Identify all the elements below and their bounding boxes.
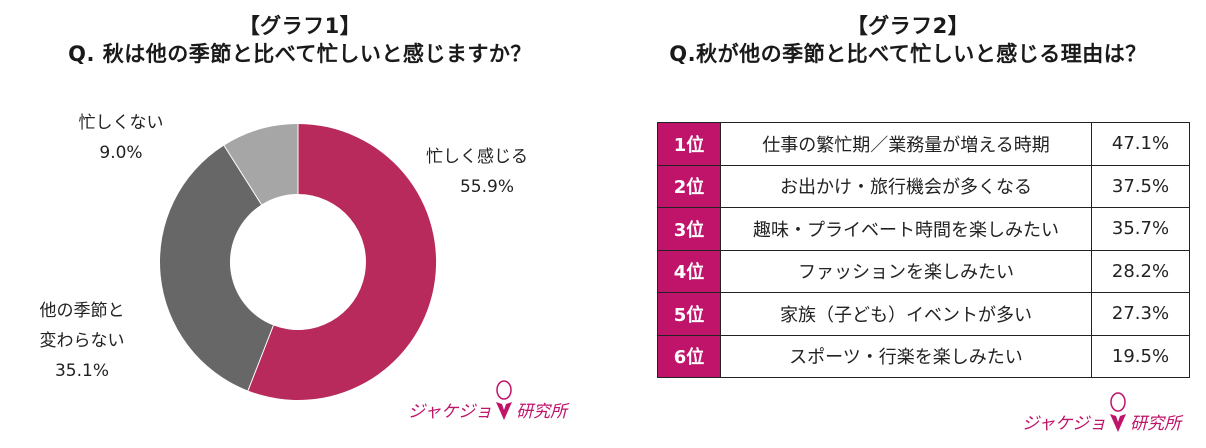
graph1-title: 【グラフ1】 Q. 秋は他の季節と比べて忙しいと感じますか？: [0, 12, 600, 68]
brand-logo-2: ジャケジョ 研究所: [1022, 392, 1181, 434]
rank-cell: 3位: [657, 207, 721, 251]
graph2-question: Q.秋が他の季節と比べて忙しいと感じる理由は？: [669, 42, 1147, 66]
value-cell: 35.7%: [1091, 207, 1190, 251]
reason-cell: 趣味・プライベート時間を楽しみたい: [720, 207, 1092, 251]
reason-cell: 仕事の繁忙期／業務量が増える時期: [720, 122, 1092, 166]
value-cell: 27.3%: [1091, 292, 1190, 336]
reason-cell: 家族（子ども）イベントが多い: [720, 292, 1092, 336]
reason-cell: スポーツ・行楽を楽しみたい: [720, 334, 1092, 378]
slice-busy: [248, 123, 437, 400]
table-row: 6位 スポーツ・行楽を楽しみたい 19.5%: [657, 334, 1190, 378]
graph2-heading: 【グラフ2】: [846, 14, 970, 38]
value-cell: 37.5%: [1091, 164, 1190, 208]
value-cell: 19.5%: [1091, 334, 1190, 378]
rank-cell: 5位: [657, 292, 721, 336]
slice-not-busy: [224, 123, 298, 205]
value-cell: 47.1%: [1091, 122, 1190, 166]
table-row: 5位 家族（子ども）イベントが多い 27.3%: [657, 292, 1190, 336]
table-row: 3位 趣味・プライベート時間を楽しみたい 35.7%: [657, 207, 1190, 251]
graph1-question: Q. 秋は他の季節と比べて忙しいと感じますか？: [68, 42, 532, 66]
reason-cell: お出かけ・旅行機会が多くなる: [720, 164, 1092, 208]
logo-figure-icon: [496, 380, 513, 420]
rank-cell: 4位: [657, 249, 721, 293]
label-not-busy: 忙しくない 9.0%: [78, 113, 164, 163]
reasons-table: 1位 仕事の繁忙期／業務量が増える時期 47.1% 2位 お出かけ・旅行機会が多くなる 3…: [657, 122, 1190, 378]
label-same: 他の季節と 変わらない 35.1%: [39, 301, 125, 381]
logo-figure-icon: [1110, 392, 1127, 432]
table-row: 2位 お出かけ・旅行機会が多くなる 37.5%: [657, 164, 1190, 208]
graph2-title: 【グラフ2】 Q.秋が他の季節と比べて忙しいと感じる理由は？: [610, 12, 1206, 68]
table-row: 4位 ファッションを楽しみたい 28.2%: [657, 249, 1190, 293]
brand-logo: ジャケジョ 研究所: [408, 380, 567, 422]
table-row: 1位 仕事の繁忙期／業務量が増える時期 47.1%: [657, 122, 1190, 166]
label-busy: 忙しく感じる 55.9%: [426, 147, 528, 197]
donut-chart: [160, 123, 437, 400]
graph1-heading: 【グラフ1】: [238, 14, 362, 38]
rank-cell: 1位: [657, 122, 721, 166]
rank-cell: 6位: [657, 334, 721, 378]
rank-cell: 2位: [657, 164, 721, 208]
value-cell: 28.2%: [1091, 249, 1190, 293]
slice-same: [160, 145, 274, 391]
reason-cell: ファッションを楽しみたい: [720, 249, 1092, 293]
